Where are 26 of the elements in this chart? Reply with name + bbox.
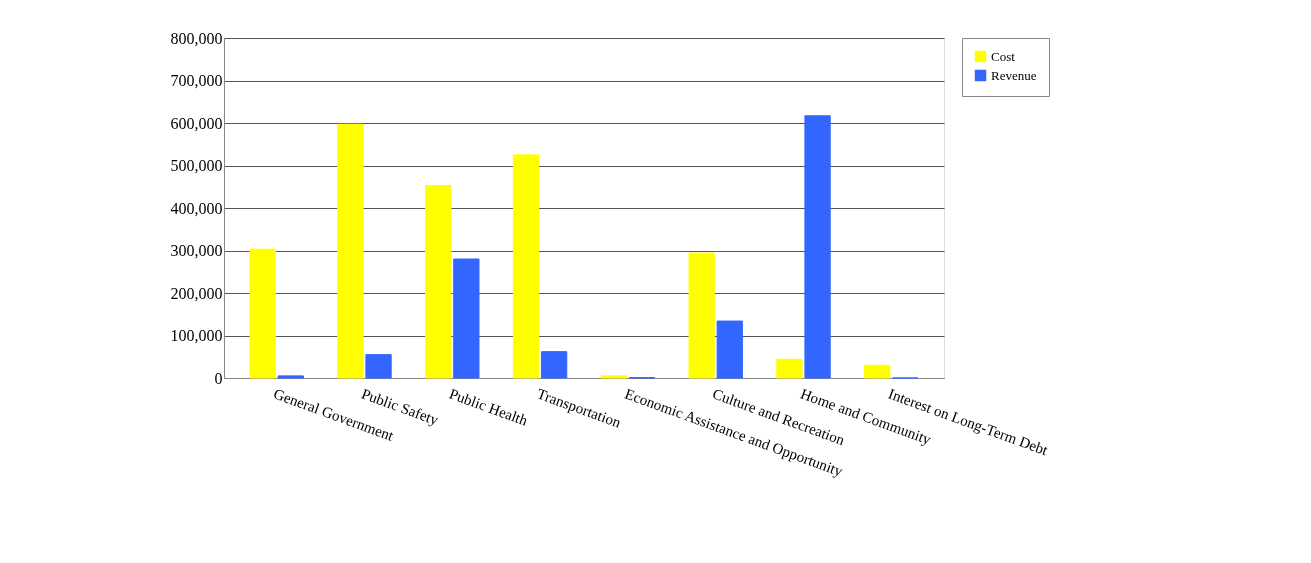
- y-tick-label: 600,000: [170, 114, 223, 132]
- bar: [864, 364, 891, 379]
- bar: [425, 184, 452, 379]
- bar: [337, 123, 364, 379]
- y-tick-label: 300,000: [170, 242, 223, 259]
- y-tick-label: 200,000: [170, 284, 223, 302]
- x-tick-label: Public Health: [447, 385, 531, 429]
- bar: [365, 354, 392, 379]
- y-tick-label: 400,000: [170, 199, 223, 217]
- bar: [804, 115, 831, 379]
- bar: [776, 358, 803, 379]
- bar: [600, 375, 627, 379]
- bar: [249, 248, 276, 379]
- bar: [453, 258, 480, 379]
- legend-label: Revenue: [991, 67, 1037, 83]
- bar: [277, 375, 304, 379]
- bar: [688, 252, 715, 379]
- y-tick-label: 100,000: [170, 327, 223, 344]
- bar: [716, 320, 743, 379]
- bar: [512, 154, 540, 379]
- y-tick-label: 800,000: [170, 29, 223, 47]
- bar: [541, 351, 568, 379]
- y-tick-label: 700,000: [170, 72, 223, 89]
- y-tick-label: 500,000: [170, 157, 223, 174]
- legend-label: Cost: [991, 48, 1016, 64]
- y-tick-label: 0: [214, 369, 223, 387]
